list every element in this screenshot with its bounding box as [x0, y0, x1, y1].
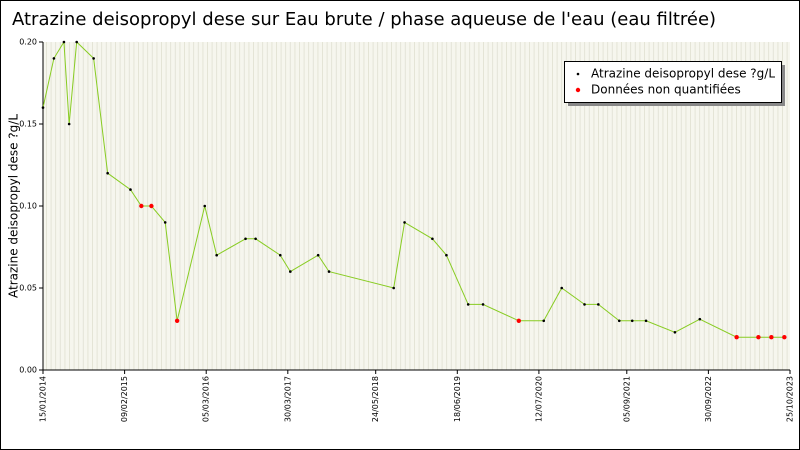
point	[583, 303, 586, 306]
y-tick-label: 0.15	[19, 120, 37, 129]
point	[698, 317, 702, 321]
y-tick-label: 0.05	[19, 284, 37, 293]
point	[445, 253, 448, 257]
x-tick-label: 05/09/2021	[622, 376, 631, 422]
line	[42, 40, 785, 338]
point	[92, 57, 95, 60]
point	[163, 221, 167, 224]
legend: Atrazine deisopropyl dese ?g/L Données no…	[564, 61, 785, 106]
x-tick-label: 05/03/2016	[202, 376, 211, 422]
point	[215, 253, 218, 257]
legend-label: Données non quantifiées	[591, 83, 741, 97]
y-tick-label: 0.00	[19, 366, 37, 375]
non-quantified-point	[734, 335, 739, 340]
non-quantified-point	[769, 335, 774, 340]
point	[466, 303, 470, 306]
point	[392, 286, 395, 290]
point	[106, 171, 109, 175]
point	[254, 237, 257, 241]
point	[244, 237, 247, 241]
point	[41, 106, 45, 109]
legend-label: Atrazine deisopropyl dese ?g/L	[591, 67, 775, 81]
non-quantified-point	[756, 335, 761, 340]
point	[617, 319, 621, 323]
x-tick-label: 09/02/2015	[120, 376, 129, 422]
x-tick-label: 30/09/2022	[704, 376, 713, 422]
non-quantified-point	[174, 318, 180, 323]
point	[431, 237, 434, 241]
point	[52, 57, 56, 60]
point	[673, 330, 677, 334]
x-tick-label: 12/07/2020	[534, 376, 543, 422]
point	[560, 286, 564, 290]
point	[75, 40, 78, 44]
point	[289, 270, 292, 273]
legend-marker	[576, 72, 580, 76]
x-tick-label: 30/03/2017	[283, 376, 292, 422]
chart-title: Atrazine deisopropyl dese sur Eau brute …	[12, 9, 716, 30]
non-quantified-point	[139, 203, 144, 209]
x-tick-label: 24/05/2018	[371, 376, 380, 422]
point	[62, 40, 66, 44]
non-quantified-point	[149, 203, 154, 209]
x-tick-label: 25/10/2023	[786, 376, 795, 422]
point	[278, 253, 282, 257]
point	[129, 188, 132, 191]
y-tick-label: 0.20	[19, 38, 37, 47]
point	[203, 204, 207, 208]
point	[316, 253, 320, 257]
non-quantified-point	[516, 318, 522, 323]
point	[644, 319, 648, 323]
non-quantified-point	[782, 335, 787, 340]
point	[403, 221, 406, 224]
y-tick-label: 0.10	[19, 202, 37, 211]
point	[542, 319, 546, 323]
point	[481, 303, 485, 306]
legend-marker	[575, 87, 581, 93]
point	[597, 303, 600, 306]
point	[630, 319, 634, 323]
x-tick-label: 18/06/2019	[453, 376, 462, 422]
x-tick-label: 15/01/2014	[39, 376, 48, 422]
point	[327, 270, 331, 273]
legend-box	[564, 61, 782, 103]
point	[67, 122, 71, 126]
y-axis-label: Atrazine deisopropyl dese ?g/L	[7, 114, 21, 298]
